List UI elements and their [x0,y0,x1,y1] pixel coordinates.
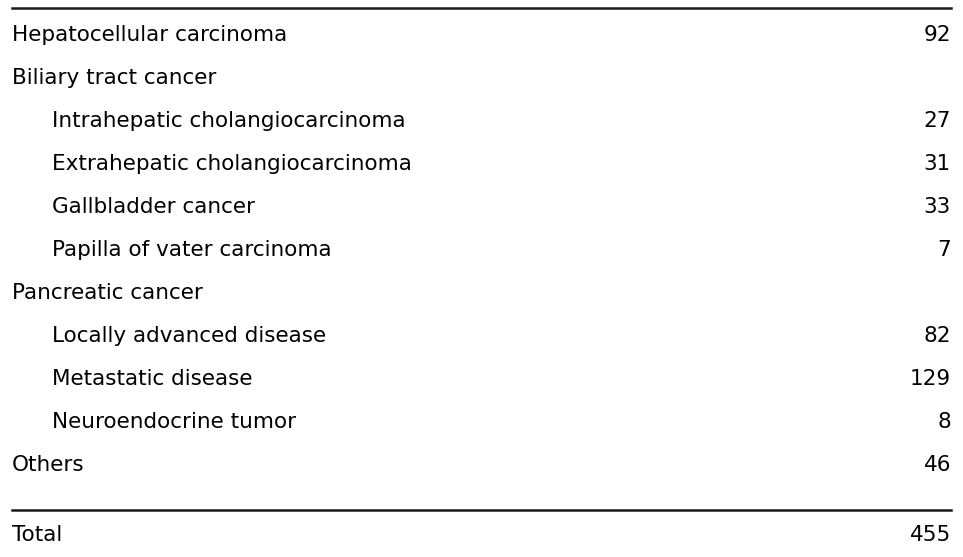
Text: Metastatic disease: Metastatic disease [52,369,252,389]
Text: 129: 129 [910,369,951,389]
Text: Pancreatic cancer: Pancreatic cancer [12,283,203,303]
Text: 92: 92 [924,25,951,45]
Text: Gallbladder cancer: Gallbladder cancer [52,197,255,217]
Text: Locally advanced disease: Locally advanced disease [52,326,326,346]
Text: Extrahepatic cholangiocarcinoma: Extrahepatic cholangiocarcinoma [52,154,412,174]
Text: 46: 46 [924,455,951,475]
Text: 7: 7 [937,240,951,260]
Text: 27: 27 [924,111,951,131]
Text: 82: 82 [924,326,951,346]
Text: 31: 31 [924,154,951,174]
Text: 8: 8 [937,412,951,432]
Text: Intrahepatic cholangiocarcinoma: Intrahepatic cholangiocarcinoma [52,111,405,131]
Text: Hepatocellular carcinoma: Hepatocellular carcinoma [12,25,287,45]
Text: Neuroendocrine tumor: Neuroendocrine tumor [52,412,297,432]
Text: 455: 455 [910,525,951,545]
Text: Total: Total [12,525,63,545]
Text: Papilla of vater carcinoma: Papilla of vater carcinoma [52,240,331,260]
Text: 33: 33 [924,197,951,217]
Text: Others: Others [12,455,85,475]
Text: Biliary tract cancer: Biliary tract cancer [12,68,217,88]
